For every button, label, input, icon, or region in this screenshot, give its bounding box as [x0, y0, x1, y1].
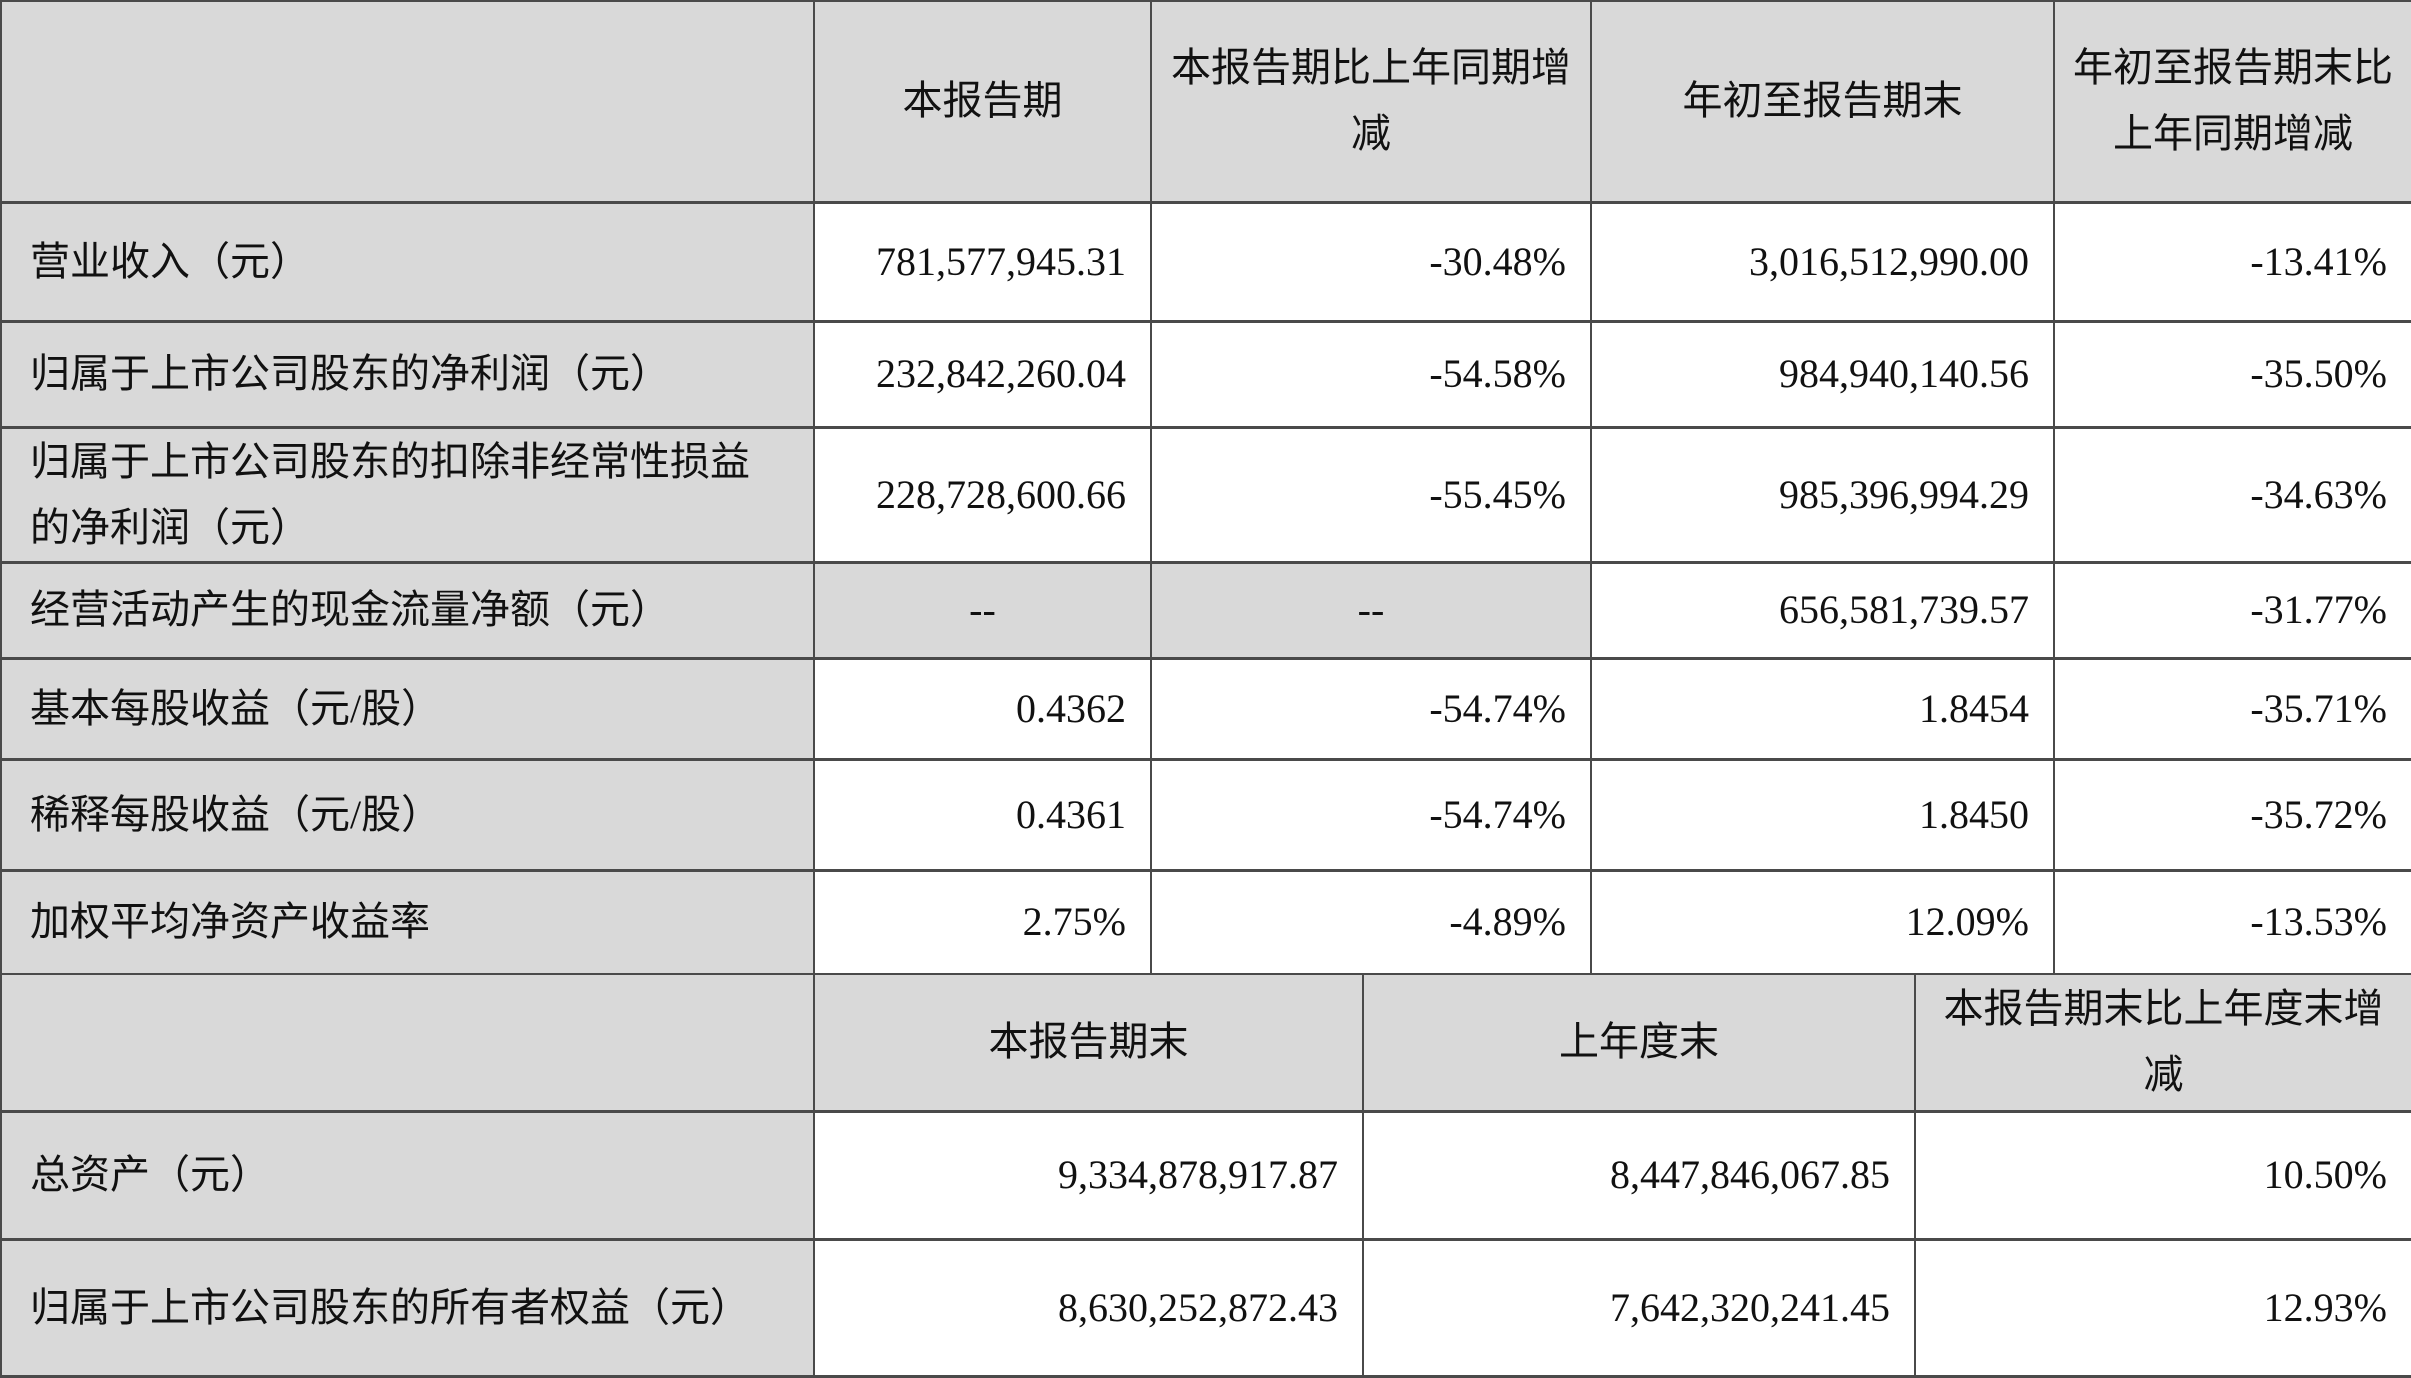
cell-value: 2.75%	[813, 869, 1152, 975]
financial-summary-table: 本报告期 本报告期比上年同期增减 年初至报告期末 年初至报告期末比上年同期增减 营业收入…	[0, 0, 2411, 975]
column-header: 本报告期末比上年度末增减	[1914, 973, 2411, 1112]
row-label: 归属于上市公司股东的净利润（元）	[0, 320, 815, 428]
cell-value: 656,581,739.57	[1590, 561, 2055, 659]
cell-value: -54.74%	[1150, 758, 1592, 871]
cell-value: 7,642,320,241.45	[1362, 1238, 1916, 1377]
cell-value: 10.50%	[1914, 1110, 2411, 1240]
table-row: 基本每股收益（元/股） 0.4362 -54.74% 1.8454 -35.71%	[0, 657, 2411, 760]
cell-value: 8,630,252,872.43	[813, 1238, 1364, 1377]
cell-value: -35.71%	[2053, 657, 2411, 760]
cell-value: 0.4362	[813, 657, 1152, 760]
cell-value: 8,447,846,067.85	[1362, 1110, 1916, 1240]
column-header	[0, 0, 815, 203]
row-label: 归属于上市公司股东的扣除非经常性损益的净利润（元）	[0, 426, 815, 563]
table-row: 稀释每股收益（元/股） 0.4361 -54.74% 1.8450 -35.72%	[0, 758, 2411, 871]
cell-value: --	[1150, 561, 1592, 659]
row-label: 加权平均净资产收益率	[0, 869, 815, 975]
table-row: 总资产（元） 9,334,878,917.87 8,447,846,067.85 10…	[0, 1110, 2411, 1240]
cell-value: 781,577,945.31	[813, 201, 1152, 322]
cell-value: -4.89%	[1150, 869, 1592, 975]
row-label: 总资产（元）	[0, 1110, 815, 1240]
column-header: 年初至报告期末	[1590, 0, 2055, 203]
cell-value: 985,396,994.29	[1590, 426, 2055, 563]
row-label: 经营活动产生的现金流量净额（元）	[0, 561, 815, 659]
row-label: 营业收入（元）	[0, 201, 815, 322]
cell-value: -35.72%	[2053, 758, 2411, 871]
cell-value: 9,334,878,917.87	[813, 1110, 1364, 1240]
header-row: 本报告期 本报告期比上年同期增减 年初至报告期末 年初至报告期末比上年同期增减	[0, 0, 2411, 203]
cell-value: 1.8454	[1590, 657, 2055, 760]
cell-value: -30.48%	[1150, 201, 1592, 322]
column-header: 本报告期	[813, 0, 1152, 203]
table-row: 归属于上市公司股东的净利润（元） 232,842,260.04 -54.58% 984…	[0, 320, 2411, 428]
table-row: 归属于上市公司股东的所有者权益（元） 8,630,252,872.43 7,642,…	[0, 1238, 2411, 1377]
column-header: 年初至报告期末比上年同期增减	[2053, 0, 2411, 203]
column-header: 上年度末	[1362, 973, 1916, 1112]
cell-value: -55.45%	[1150, 426, 1592, 563]
cell-value: 3,016,512,990.00	[1590, 201, 2055, 322]
header-row: 本报告期末 上年度末 本报告期末比上年度末增减	[0, 973, 2411, 1112]
cell-value: -54.58%	[1150, 320, 1592, 428]
cell-value: 12.09%	[1590, 869, 2055, 975]
cell-value: 1.8450	[1590, 758, 2055, 871]
row-label: 归属于上市公司股东的所有者权益（元）	[0, 1238, 815, 1377]
row-label: 稀释每股收益（元/股）	[0, 758, 815, 871]
table-row: 归属于上市公司股东的扣除非经常性损益的净利润（元） 228,728,600.66-…	[0, 426, 2411, 563]
cell-value: 228,728,600.66	[813, 426, 1152, 563]
cell-value: -35.50%	[2053, 320, 2411, 428]
cell-value: 12.93%	[1914, 1238, 2411, 1377]
cell-value: 232,842,260.04	[813, 320, 1152, 428]
cell-value: 984,940,140.56	[1590, 320, 2055, 428]
cell-value: -31.77%	[2053, 561, 2411, 659]
balance-summary-table: 本报告期末 上年度末 本报告期末比上年度末增减 总资产（元） 9,334,878,917…	[0, 973, 2411, 1378]
column-header	[0, 973, 815, 1112]
cell-value: --	[813, 561, 1152, 659]
table-row: 营业收入（元） 781,577,945.31 -30.48% 3,016,512,99…	[0, 201, 2411, 322]
cell-value: -54.74%	[1150, 657, 1592, 760]
column-header: 本报告期末	[813, 973, 1364, 1112]
cell-value: -13.41%	[2053, 201, 2411, 322]
cell-value: -13.53%	[2053, 869, 2411, 975]
row-label: 基本每股收益（元/股）	[0, 657, 815, 760]
table-row: 经营活动产生的现金流量净额（元） -- -- 656,581,739.57 -31.77…	[0, 561, 2411, 659]
table-row: 加权平均净资产收益率 2.75% -4.89% 12.09% -13.53%	[0, 869, 2411, 975]
cell-value: -34.63%	[2053, 426, 2411, 563]
cell-value: 0.4361	[813, 758, 1152, 871]
column-header: 本报告期比上年同期增减	[1150, 0, 1592, 203]
